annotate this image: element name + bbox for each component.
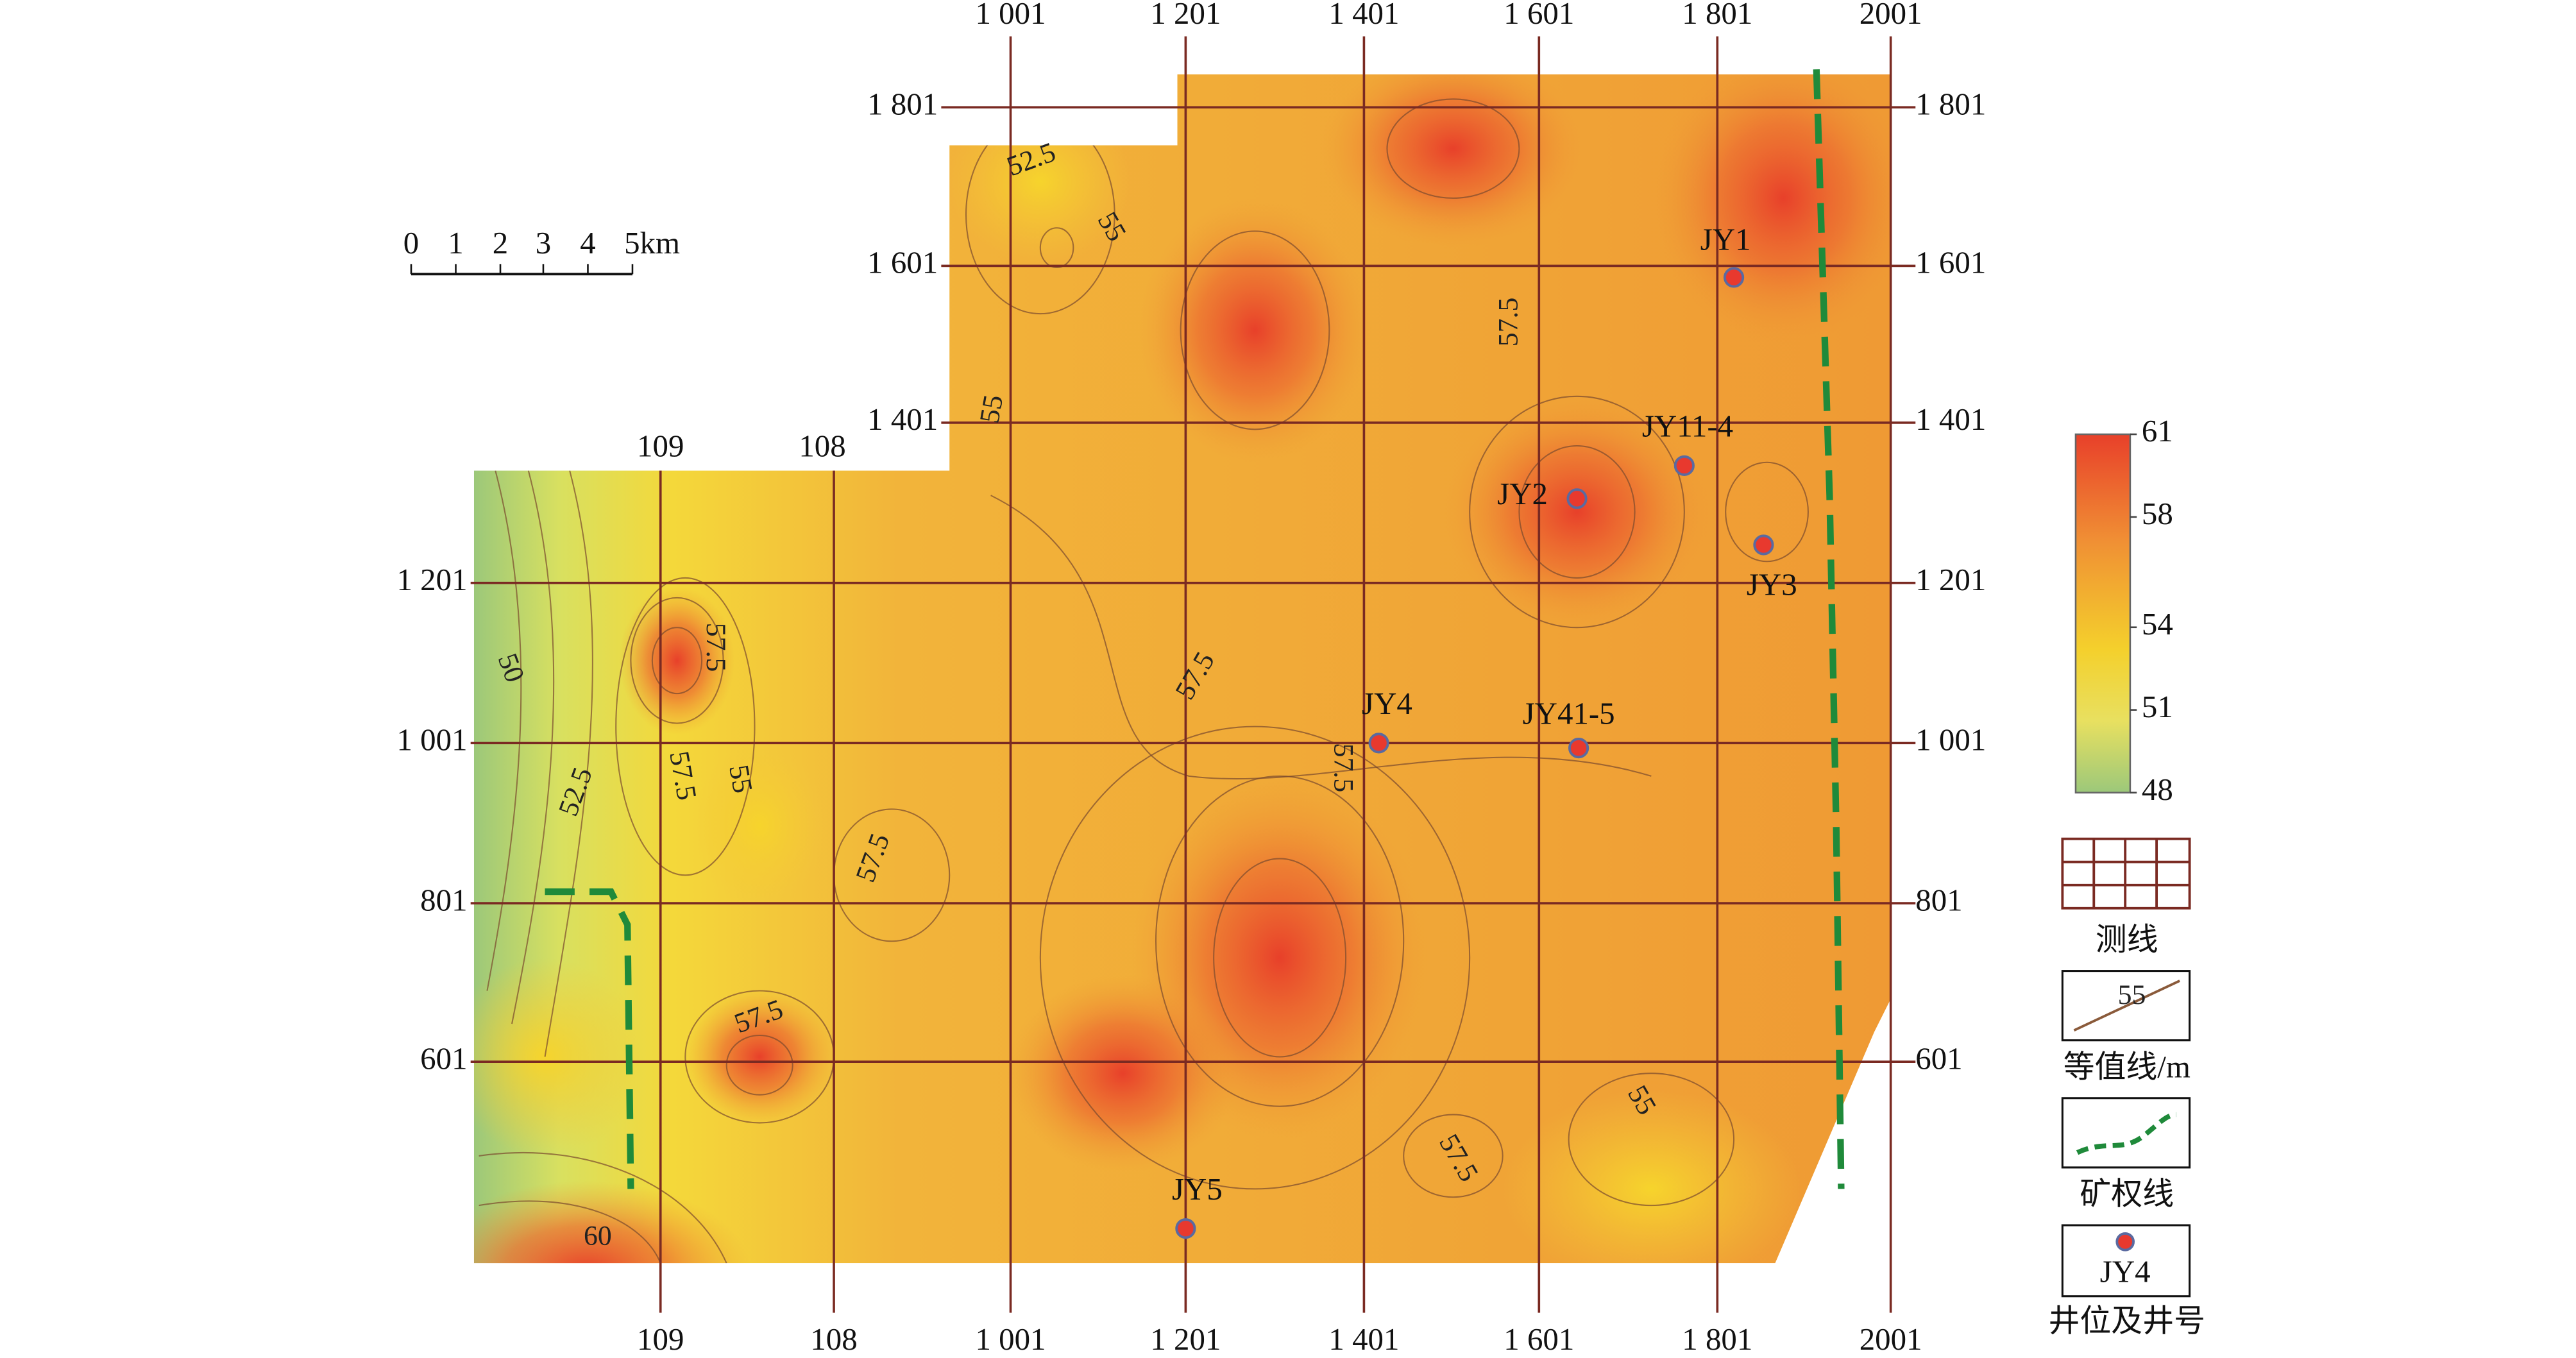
well bbox=[1753, 534, 1774, 556]
well-label: JY41-5 bbox=[1523, 695, 1615, 731]
bottom-label: 2001 bbox=[1860, 1321, 1922, 1357]
legend-label: 矿权线 bbox=[2080, 1176, 2174, 1211]
bottom-label: 1 201 bbox=[1150, 1321, 1221, 1357]
scale-label: 3 bbox=[536, 225, 551, 260]
colorbar-label: 58 bbox=[2142, 496, 2173, 531]
left-labels: 1 801 1 601 1 401 1 201 1 001 801 601 bbox=[396, 87, 938, 1076]
bottom-label: 1 001 bbox=[975, 1321, 1046, 1357]
colorbar: 61 58 54 51 48 bbox=[2074, 413, 2173, 807]
scale-label: 5km bbox=[624, 225, 680, 260]
legend-label: 测线 bbox=[2096, 922, 2158, 957]
right-label: 801 bbox=[1915, 882, 1962, 917]
scale-label: 1 bbox=[448, 225, 463, 260]
legend-sample: 55 bbox=[2118, 980, 2146, 1010]
colorbar-label: 51 bbox=[2142, 689, 2173, 724]
top-label: 1 601 bbox=[1504, 0, 1574, 31]
contour-label: 57.5 bbox=[700, 623, 731, 672]
left-label: 1 601 bbox=[867, 245, 938, 280]
value-surface bbox=[473, 74, 1891, 1264]
left-label: 1 201 bbox=[396, 562, 467, 597]
contour-label: 55 bbox=[974, 393, 1009, 425]
bottom-label: 109 bbox=[637, 1321, 684, 1357]
legend: 测线 55 等值线/m 矿权线 JY4 井位及井号 bbox=[2048, 837, 2205, 1339]
well-label: JY5 bbox=[1172, 1171, 1223, 1207]
contour-label: 60 bbox=[584, 1221, 612, 1252]
right-label: 1 801 bbox=[1915, 87, 1986, 122]
right-labels: 1 801 1 601 1 401 1 201 1 001 801 601 bbox=[1915, 87, 1986, 1076]
right-label: 1 601 bbox=[1915, 245, 1986, 280]
top-label: 2001 bbox=[1860, 0, 1922, 31]
inner-label: 109 bbox=[637, 428, 684, 463]
survey-lines bbox=[470, 36, 1916, 1313]
bottom-label: 1 401 bbox=[1328, 1321, 1399, 1357]
scale-bar: 0 1 2 3 4 5km bbox=[403, 225, 680, 276]
well bbox=[1175, 1218, 1196, 1239]
colorbar-label: 61 bbox=[2142, 413, 2173, 448]
wells: JY1 JY11-4 JY2 JY3 JY4 JY41-5 JY5 bbox=[1172, 222, 1797, 1239]
right-label: 1 001 bbox=[1915, 722, 1986, 758]
well-label: JY11-4 bbox=[1642, 409, 1733, 444]
grid-labels: 1 001 1 201 1 401 1 601 1 801 2001 109 1… bbox=[637, 0, 1922, 1357]
right-label: 601 bbox=[1915, 1040, 1962, 1076]
bottom-label: 1 601 bbox=[1504, 1321, 1574, 1357]
well-label: JY1 bbox=[1700, 222, 1751, 257]
left-label: 1 401 bbox=[867, 402, 938, 437]
scale-label: 2 bbox=[493, 225, 508, 260]
legend-sample: JY4 bbox=[2100, 1253, 2151, 1289]
well bbox=[1568, 738, 1589, 759]
right-label: 1 401 bbox=[1915, 402, 1986, 437]
contour-label: 57.5 bbox=[1328, 743, 1359, 793]
legend-label: 井位及井号 bbox=[2048, 1303, 2205, 1339]
contour-label: 57.5 bbox=[1493, 298, 1524, 347]
well-label: JY2 bbox=[1497, 476, 1548, 511]
top-label: 1 201 bbox=[1150, 0, 1221, 31]
bottom-label: 108 bbox=[810, 1321, 857, 1357]
right-label: 1 201 bbox=[1915, 562, 1986, 597]
scale-label: 0 bbox=[403, 225, 419, 260]
well bbox=[1566, 488, 1588, 509]
bottom-label: 1 801 bbox=[1682, 1321, 1752, 1357]
inner-label: 108 bbox=[799, 428, 845, 463]
top-label: 1 801 bbox=[1682, 0, 1752, 31]
legend-label: 等值线/m bbox=[2063, 1049, 2190, 1084]
well bbox=[1723, 267, 1745, 288]
colorbar-label: 54 bbox=[2142, 606, 2173, 641]
contour-label: 55 bbox=[723, 763, 758, 795]
well bbox=[1674, 455, 1695, 477]
left-label: 801 bbox=[420, 882, 467, 917]
well bbox=[1368, 733, 1389, 754]
scale-label: 4 bbox=[580, 225, 595, 260]
mining-boundary bbox=[545, 69, 1845, 1189]
left-label: 1 001 bbox=[396, 722, 467, 758]
left-label: 601 bbox=[420, 1040, 467, 1076]
colorbar-label: 48 bbox=[2142, 772, 2173, 807]
well-label: JY4 bbox=[1362, 686, 1412, 721]
left-label: 1 801 bbox=[867, 87, 938, 122]
top-label: 1 001 bbox=[975, 0, 1046, 31]
top-label: 1 401 bbox=[1328, 0, 1399, 31]
well-label: JY3 bbox=[1747, 567, 1797, 602]
